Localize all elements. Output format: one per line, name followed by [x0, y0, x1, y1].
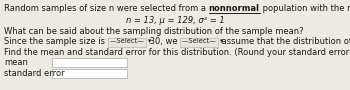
Text: n = 13, μ = 129, σ² = 1: n = 13, μ = 129, σ² = 1	[126, 16, 224, 25]
FancyBboxPatch shape	[52, 69, 127, 78]
Text: What can be said about the sampling distribution of the sample mean?: What can be said about the sampling dist…	[4, 27, 304, 36]
Text: nonnormal: nonnormal	[209, 4, 260, 13]
Text: standard error: standard error	[4, 69, 65, 78]
FancyBboxPatch shape	[52, 58, 127, 67]
Text: —Select—  ▾: —Select— ▾	[110, 38, 151, 44]
Text: Random samples of size n were selected from a: Random samples of size n were selected f…	[4, 4, 209, 13]
FancyBboxPatch shape	[180, 38, 218, 47]
Text: Since the sample size is: Since the sample size is	[4, 37, 108, 46]
Text: mean: mean	[4, 58, 28, 67]
FancyBboxPatch shape	[108, 38, 146, 47]
Text: assume that the distribution of: assume that the distribution of	[219, 37, 350, 46]
Text: population with the means and variances given here.: population with the means and variances …	[260, 4, 350, 13]
Text: 30, we: 30, we	[147, 37, 180, 46]
Text: —Select—  ▾: —Select— ▾	[182, 38, 223, 44]
Text: Find the mean and standard error for this distribution. (Round your standard err: Find the mean and standard error for thi…	[4, 48, 350, 57]
